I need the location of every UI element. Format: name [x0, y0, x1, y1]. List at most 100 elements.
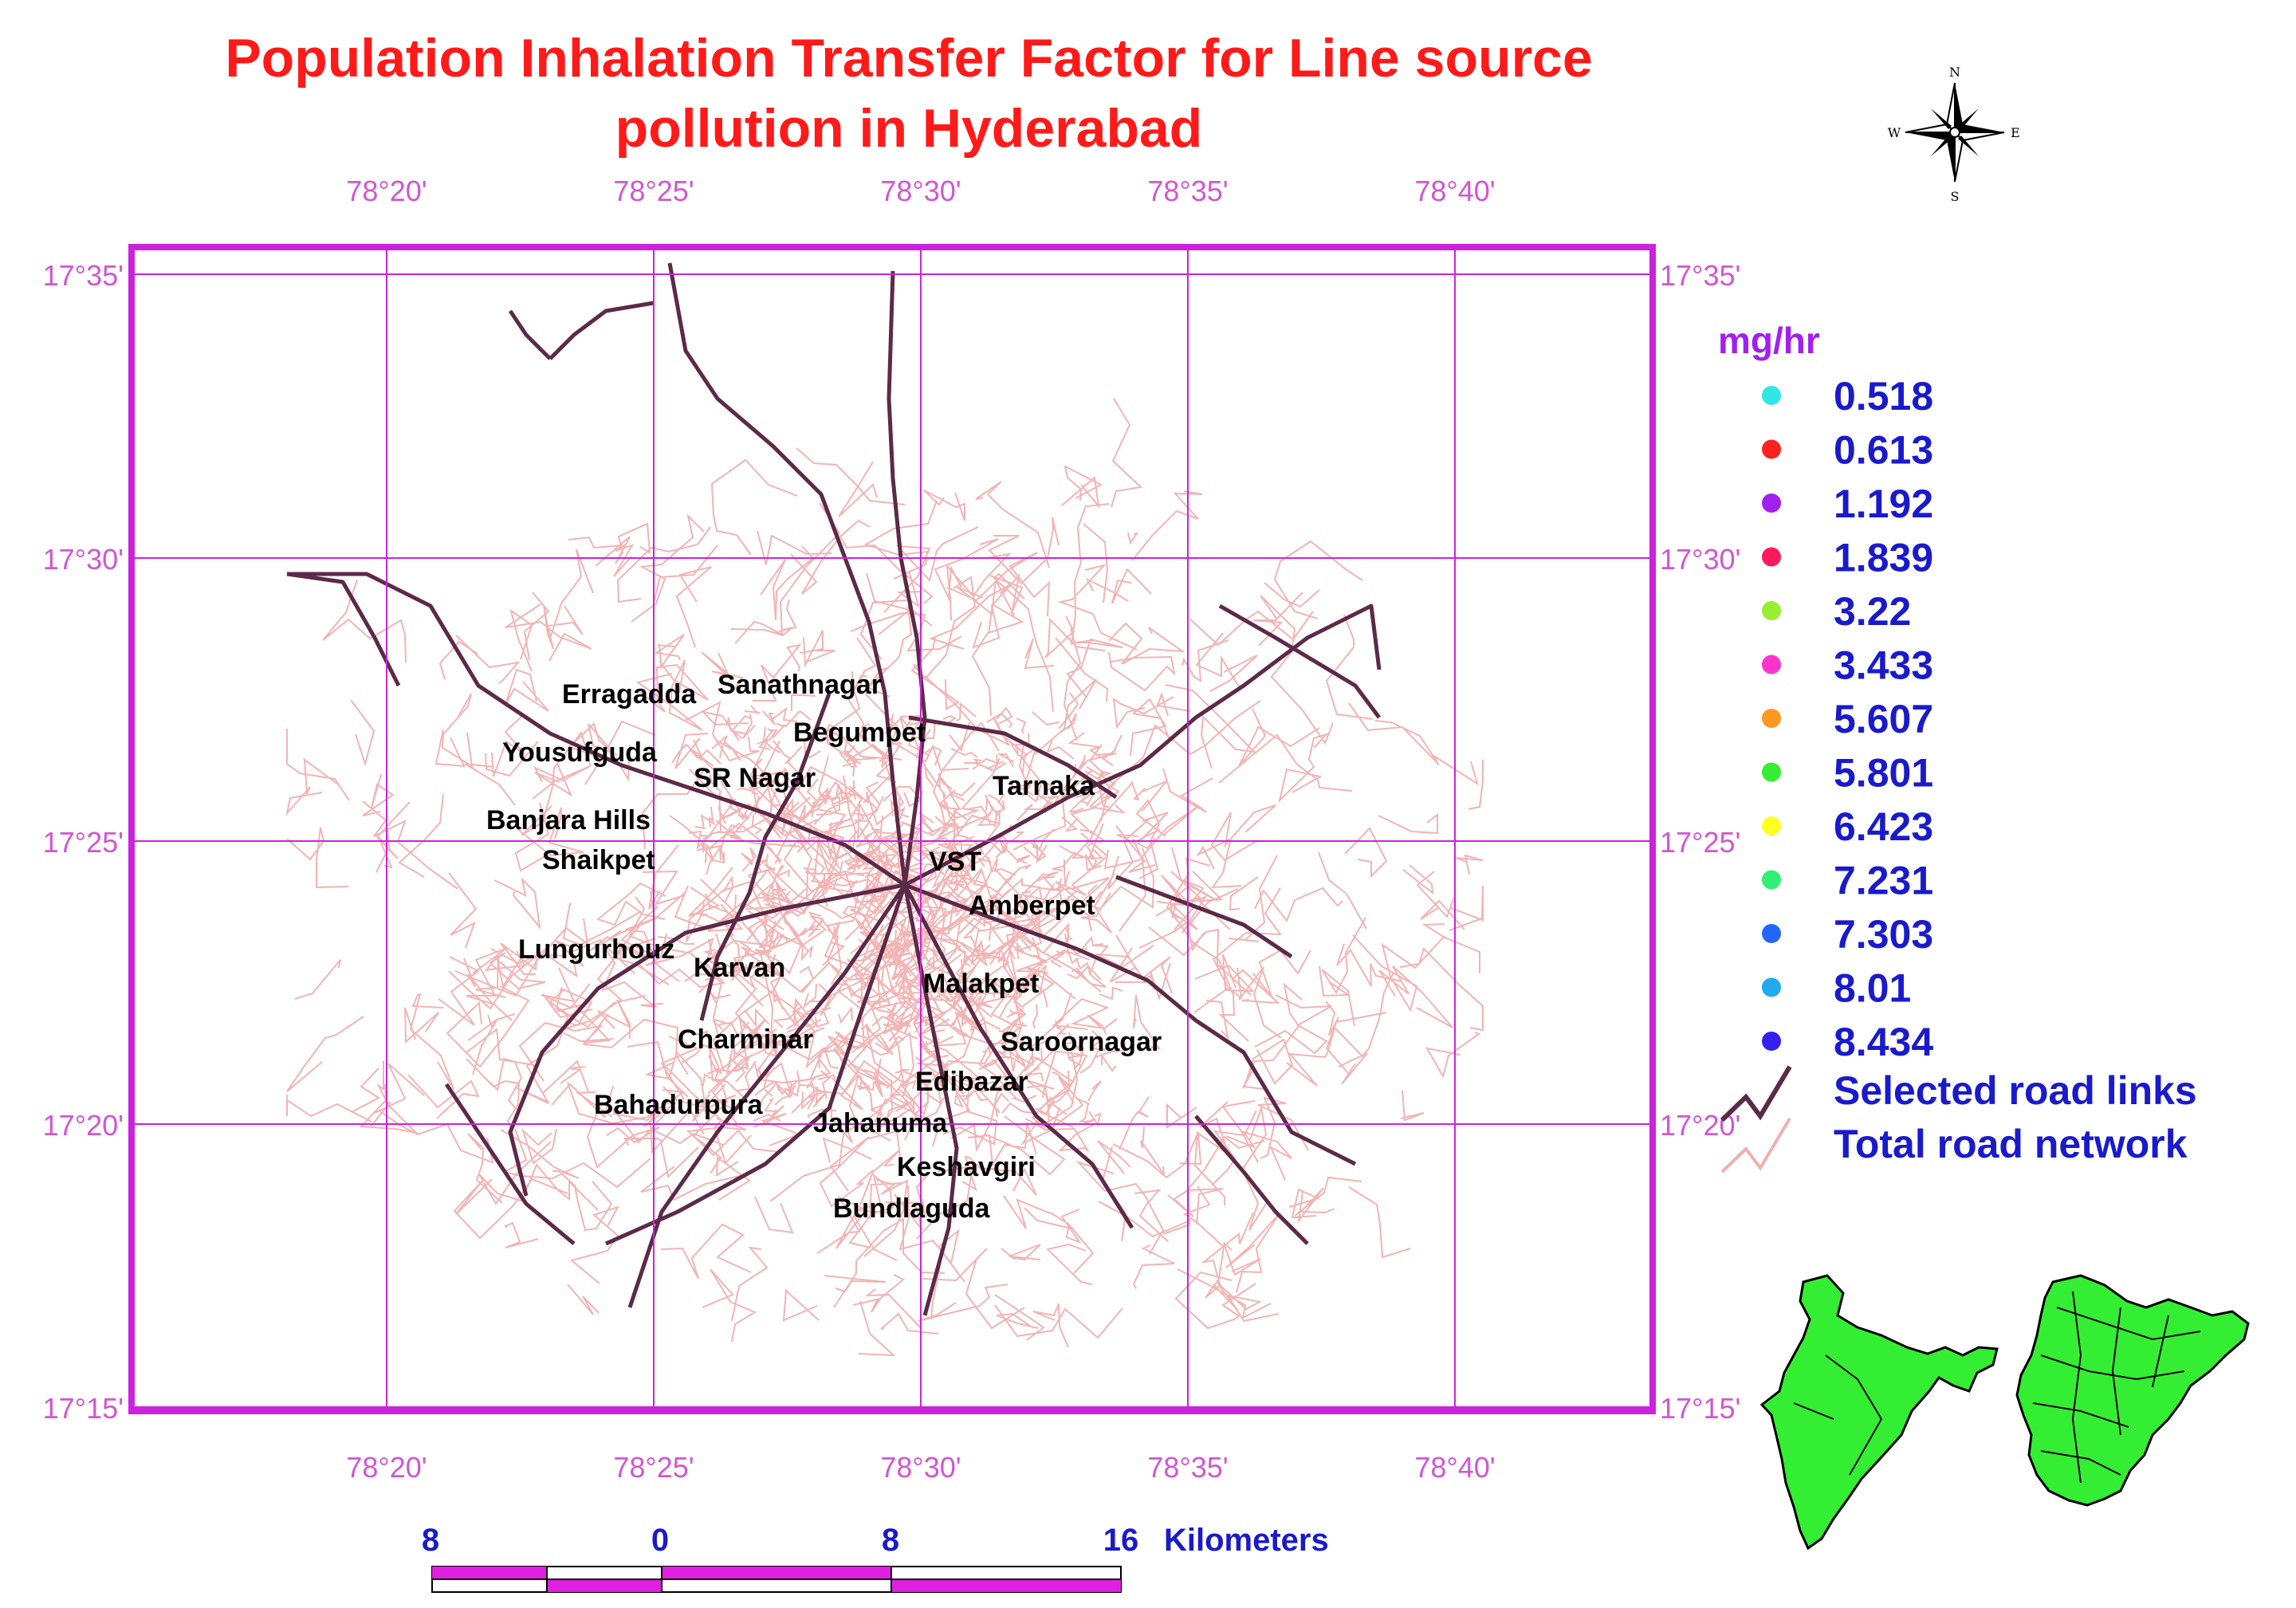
- place-label: Jahanuma: [813, 1108, 948, 1138]
- legend-value-8: 6.423: [1834, 804, 1933, 849]
- map-panel: Erragadda Sanathnagar Begumpet Yousufguda SR…: [128, 244, 1656, 1414]
- place-label: Malakpet: [923, 969, 1040, 999]
- legend-value-6: 5.607: [1834, 697, 1933, 741]
- lon-label-top-2: 78°30': [880, 175, 961, 207]
- legend-value-4: 3.22: [1834, 589, 1911, 634]
- legend-swatch-6: [1762, 709, 1781, 728]
- map-title-line1: Population Inhalation Transfer Factor fo…: [225, 28, 1592, 88]
- legend-value-11: 8.01: [1834, 966, 1911, 1011]
- selected-road-16: [1194, 1115, 1309, 1245]
- place-label: Edibazar: [915, 1067, 1028, 1097]
- scale-label-0: 0: [651, 1523, 669, 1558]
- place-label: Shaikpet: [542, 845, 655, 875]
- lat-label-right-0: 17°35': [1660, 259, 1740, 292]
- place-label: Bahadurpura: [594, 1090, 764, 1120]
- lon-label-bottom-0: 78°20': [346, 1451, 427, 1484]
- place-labels: Erragadda Sanathnagar Begumpet Yousufguda SR…: [486, 670, 1162, 1224]
- legend-swatch-5: [1762, 655, 1781, 674]
- selected-road-0: [667, 262, 907, 886]
- compass-n: N: [1949, 65, 1960, 80]
- place-label: Charminar: [678, 1024, 813, 1055]
- place-label: Keshavgiri: [897, 1152, 1036, 1182]
- legend-swatch-8: [1762, 816, 1781, 835]
- legend-value-2: 1.192: [1834, 482, 1933, 526]
- place-label: Yousufguda: [502, 737, 658, 768]
- legend-swatch-11: [1762, 977, 1781, 997]
- selected-road-3: [903, 603, 1382, 887]
- legend: mg/hr 0.518 0.613 1.192 1.839 3.22 3.433 5.607…: [1718, 320, 2197, 1174]
- legend-swatch-4: [1762, 601, 1781, 620]
- lon-label-top-3: 78°35': [1147, 175, 1228, 207]
- lat-label-right-2: 17°25': [1660, 826, 1740, 859]
- place-label: Erragadda: [562, 679, 697, 710]
- scale-label-8-left: 8: [422, 1523, 439, 1558]
- selected-road-1: [887, 270, 927, 886]
- compass-e: E: [2011, 125, 2020, 140]
- selected-road-13: [286, 572, 401, 687]
- lat-label-left-4: 17°15': [43, 1392, 124, 1425]
- place-label: Amberpet: [969, 890, 1095, 921]
- legend-value-0: 0.518: [1834, 374, 1933, 419]
- graticule: [132, 247, 1653, 1411]
- legend-swatch-9: [1762, 870, 1781, 890]
- lat-label-right-4: 17°15': [1660, 1392, 1740, 1425]
- scale-label-8: 8: [882, 1523, 899, 1558]
- lat-label-left-0: 17°35': [43, 259, 124, 292]
- map-title-line2: pollution in Hyderabad: [615, 98, 1203, 159]
- selected-road-15: [444, 1083, 576, 1245]
- scale-bar: 8 0 8 16 Kilometers: [422, 1523, 1329, 1593]
- selected-road-7: [508, 883, 906, 1197]
- lon-label-bottom-2: 78°30': [880, 1451, 961, 1484]
- compass-w: W: [1888, 125, 1901, 140]
- place-label: Banjara Hills: [486, 805, 651, 835]
- lon-label-bottom-1: 78°25': [613, 1451, 694, 1484]
- legend-value-5: 3.433: [1834, 643, 1933, 688]
- compass-s: S: [1951, 189, 1960, 204]
- selected-road-2: [287, 572, 906, 887]
- selected-road-4: [904, 883, 1357, 1166]
- andhra-pradesh-inset-map: [2015, 1274, 2250, 1507]
- legend-value-3: 1.839: [1834, 536, 1933, 580]
- legend-swatch-3: [1762, 547, 1781, 567]
- selected-road-links: [286, 262, 1382, 1316]
- place-label: Tarnaka: [993, 771, 1095, 801]
- lat-label-left-1: 17°30': [43, 543, 124, 576]
- lon-label-bottom-4: 78°40': [1414, 1451, 1495, 1484]
- lat-label-left-3: 17°20': [43, 1109, 124, 1142]
- legend-value-7: 5.801: [1834, 751, 1933, 796]
- legend-unit: mg/hr: [1718, 320, 1820, 361]
- place-label: Lungurhouz: [518, 934, 674, 965]
- scale-unit: Kilometers: [1164, 1523, 1329, 1558]
- legend-swatch-12: [1762, 1032, 1781, 1051]
- lon-label-top-0: 78°20': [346, 175, 427, 207]
- legend-swatch-10: [1762, 924, 1781, 943]
- selected-road-10: [699, 693, 832, 1021]
- legend-selected-roads-label: Selected road links: [1834, 1068, 2197, 1113]
- legend-swatch-0: [1762, 386, 1781, 405]
- place-label: Bundlaguda: [833, 1193, 991, 1224]
- lon-label-bottom-3: 78°35': [1147, 1451, 1228, 1484]
- selected-road-6: [627, 883, 907, 1308]
- scale-label-16: 16: [1103, 1523, 1139, 1558]
- selected-road-11: [908, 715, 1118, 800]
- legend-value-9: 7.231: [1834, 859, 1933, 903]
- lat-label-left-2: 17°25': [43, 826, 124, 859]
- legend-swatch-1: [1762, 439, 1781, 459]
- legend-swatch-2: [1762, 493, 1781, 513]
- selected-road-9: [604, 884, 907, 1246]
- legend-total-roads-symbol: [1720, 1117, 1791, 1174]
- legend-value-1: 0.613: [1834, 428, 1933, 473]
- place-label: VST: [929, 847, 981, 877]
- place-label: SR Nagar: [694, 763, 816, 793]
- place-label: Saroornagar: [1001, 1027, 1162, 1057]
- legend-total-roads-label: Total road network: [1834, 1122, 2188, 1166]
- lon-label-top-1: 78°25': [613, 175, 694, 207]
- selected-road-14: [1218, 603, 1381, 719]
- place-label: Sanathnagar: [718, 670, 882, 700]
- lon-label-top-4: 78°40': [1414, 175, 1495, 207]
- selected-road-12: [508, 301, 655, 360]
- selected-road-17: [1115, 875, 1293, 959]
- legend-value-10: 7.303: [1834, 912, 1933, 957]
- india-inset-map: [1759, 1274, 1999, 1551]
